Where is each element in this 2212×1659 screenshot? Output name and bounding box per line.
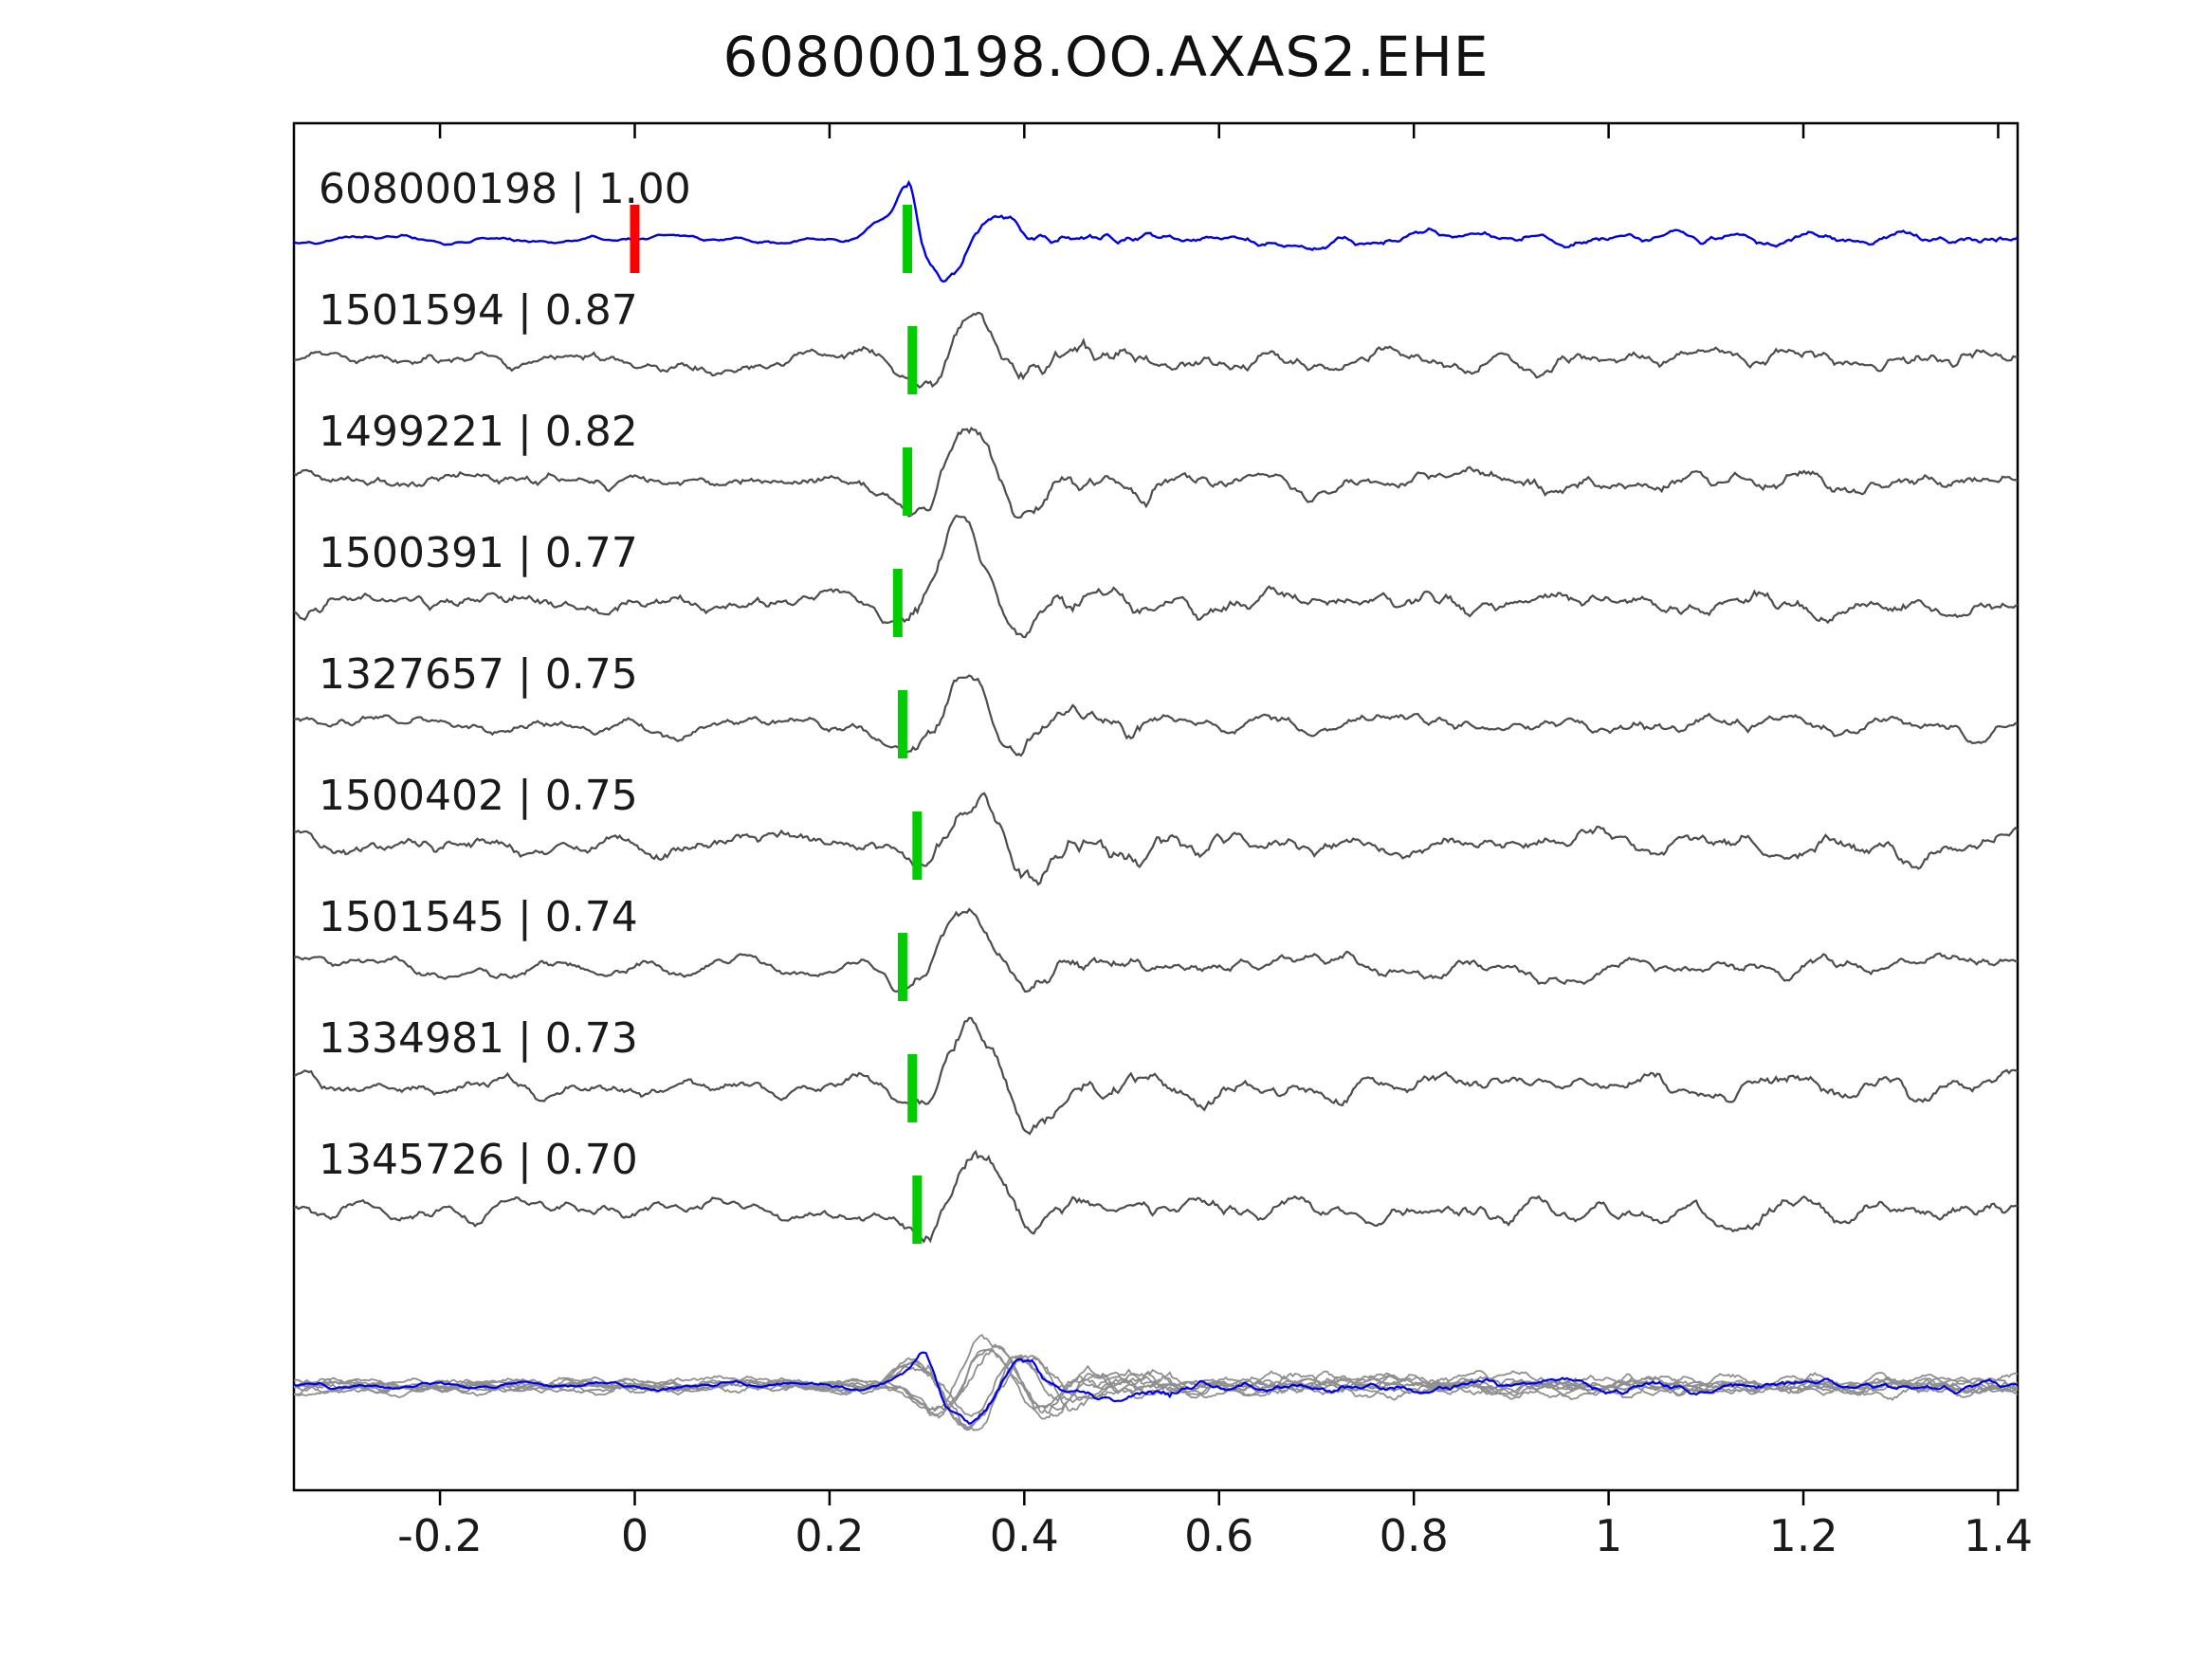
- x-tick-label: 0.6: [1184, 1510, 1253, 1561]
- trace-row: [294, 907, 2018, 994]
- traces-group: [294, 179, 2018, 1244]
- trace-label: 1501545 | 0.74: [319, 893, 638, 941]
- trace-label: 1499221 | 0.82: [319, 408, 638, 456]
- x-tick-label: 0.4: [990, 1510, 1059, 1561]
- trace-row: [294, 674, 2018, 757]
- figure-title: 608000198.OO.AXAS2.EHE: [722, 25, 1490, 89]
- template-trace-path: [294, 1149, 2018, 1244]
- overlay-trace-path: [294, 1356, 2018, 1418]
- x-tick-label: -0.2: [397, 1510, 483, 1561]
- template-trace-path: [294, 792, 2018, 886]
- trace-row: [294, 1016, 2018, 1136]
- x-tick-label: 1.4: [1964, 1510, 2033, 1561]
- overlay-reference-path: [294, 1351, 2018, 1426]
- trace-row: [294, 514, 2018, 639]
- x-axis: -0.2 0 0.2 0.4 0.6 0.8 1 1.2 1.4: [397, 123, 2033, 1561]
- trace-label: 1345726 | 0.70: [319, 1136, 638, 1184]
- trace-row: [294, 792, 2018, 886]
- template-trace-path: [294, 427, 2018, 520]
- trace-label: 1500402 | 0.75: [319, 772, 638, 820]
- plot-border: [292, 121, 2020, 1492]
- x-tick-label: 1: [1595, 1510, 1622, 1561]
- trace-row: [294, 427, 2018, 520]
- template-trace-path: [294, 674, 2018, 757]
- trace-label: 1334981 | 0.73: [319, 1014, 638, 1063]
- trace-label: 1500391 | 0.77: [319, 529, 638, 577]
- x-tick-label: 1.2: [1768, 1510, 1837, 1561]
- trace-row: [294, 311, 2018, 390]
- template-trace-path: [294, 514, 2018, 639]
- x-tick-label: 0.2: [795, 1510, 864, 1561]
- trace-label: 1327657 | 0.75: [319, 650, 638, 699]
- template-trace-path: [294, 907, 2018, 994]
- trace-labels: 608000198 | 1.00 1501594 | 0.87 1499221 | …: [319, 165, 691, 1184]
- trace-row: [294, 179, 2018, 283]
- x-tick-label: 0: [621, 1510, 649, 1561]
- reference-trace-path: [294, 179, 2018, 283]
- trace-row: [294, 1149, 2018, 1244]
- trace-label: 1501594 | 0.87: [319, 286, 638, 335]
- overlay-trace-path: [294, 1355, 2018, 1429]
- template-trace-path: [294, 1016, 2018, 1136]
- overlay-group: [294, 1334, 2018, 1431]
- trace-label: 608000198 | 1.00: [319, 165, 691, 213]
- template-trace-path: [294, 311, 2018, 390]
- x-tick-label: 0.8: [1380, 1510, 1449, 1561]
